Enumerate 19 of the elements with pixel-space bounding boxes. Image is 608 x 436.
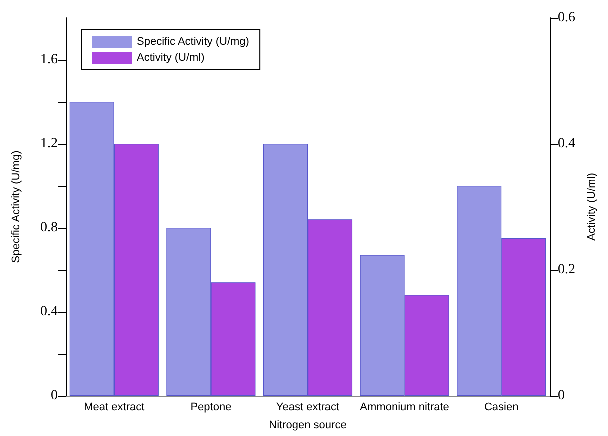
legend-label: Activity (U/ml) [137, 52, 205, 64]
legend-label: Specific Activity (U/mg) [137, 36, 250, 48]
y2-axis-title: Activity (U/ml) [586, 173, 598, 241]
x-axis-title: Nitrogen source [269, 420, 347, 432]
y-tick-label: 0 [51, 388, 58, 404]
y2-tick-label: 0.4 [558, 136, 576, 152]
y-axis-title: Specific Activity (U/mg) [10, 150, 22, 264]
y2-tick-label: 0 [558, 388, 565, 404]
x-tick-label: Peptone [190, 402, 232, 414]
y-tick-label: 0.4 [40, 304, 58, 320]
x-tick-label: Ammonium nitrate [360, 402, 450, 414]
y2-tick-label: 0.2 [558, 262, 576, 278]
y-tick-label: 1.6 [40, 52, 58, 68]
y-tick-label: 0.8 [40, 220, 58, 236]
x-tick-label: Yeast extract [276, 402, 340, 414]
x-tick-label: Meat extract [84, 402, 145, 414]
x-tick-label: Casien [484, 402, 519, 414]
y-tick-label: 1.2 [40, 136, 58, 152]
y2-tick-label: 0.6 [558, 10, 576, 26]
